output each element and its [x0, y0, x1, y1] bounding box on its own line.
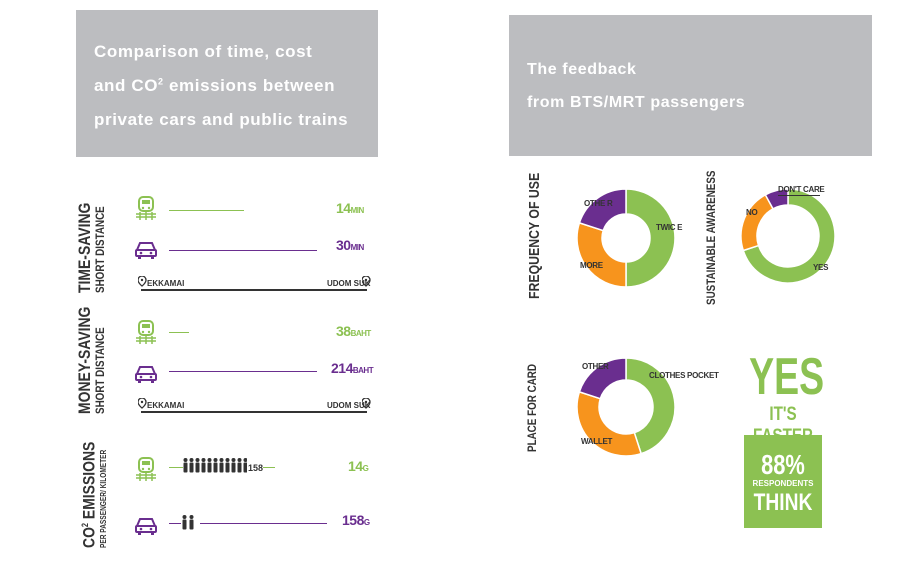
donut-slice-don-t-care [764, 188, 789, 210]
frequency-title: FREQUENCY OF USE [526, 172, 543, 299]
money-saving-label: MONEY-SAVING SHORT DISTANCE [75, 283, 107, 414]
train-icon [136, 196, 157, 221]
frequency-label-more: MORE [580, 261, 603, 270]
feedback-header-line1: The feedback [527, 61, 637, 78]
donut-slice-more [576, 221, 627, 288]
people-icon [183, 458, 247, 473]
donut-slice-no [740, 193, 775, 252]
time-train-bar [169, 210, 244, 211]
car-icon [135, 518, 157, 536]
card-title: PLACE FOR CARD [525, 363, 539, 452]
co2-car-bar-left [169, 523, 181, 524]
frequency-label-other: OTHE R [584, 199, 613, 208]
map-pin-icon [138, 398, 147, 409]
car-icon [135, 242, 157, 260]
awareness-leader-line [778, 195, 820, 196]
percent-value: 88% [761, 449, 805, 480]
card-label-other: OTHER [582, 362, 609, 371]
awareness-title: SUSTAINABLE AWARENESS [704, 170, 718, 305]
co2-label: CO2 EMISSIONS PER PASSENGER/ KILOMETER [76, 418, 109, 548]
donut-slice-other [578, 357, 627, 400]
co2-train-bar-left [169, 467, 183, 468]
frequency-label-twice: TWIC E [656, 223, 683, 232]
donut-slice-yes [742, 188, 836, 284]
yes-text: YES [749, 348, 825, 406]
feedback-header-line2: from BTS/MRT passengers [527, 94, 746, 111]
think-label: THINK [753, 489, 813, 516]
train-icon [136, 457, 157, 482]
donut-slice-othe-r [578, 188, 627, 232]
time-train-value: 14MIN [336, 200, 364, 216]
donut-slice-wallet [576, 390, 643, 457]
two-people-icon [182, 515, 194, 530]
co2-train-value: 14G [348, 458, 369, 474]
comparison-header-line1: Comparison of time, cost [94, 42, 313, 61]
money-train-value: 38BAHT [336, 323, 371, 339]
train-icon [136, 320, 157, 345]
money-to-label: UDOM SUK [327, 401, 371, 410]
money-car-value: 214BAHT [331, 360, 374, 376]
awareness-label-yes: YES [813, 263, 829, 272]
awareness-label-no: NO [746, 208, 758, 217]
map-pin-icon [138, 276, 147, 287]
time-saving-title: TIME-SAVING [75, 202, 94, 293]
comparison-header-line2: and CO2 emissions between [94, 76, 336, 95]
money-from-label: EKKAMAI [147, 401, 185, 410]
co2-car-value: 158G [342, 512, 370, 528]
money-train-bar [169, 332, 189, 333]
awareness-label-dont-care: DON'T CARE [778, 185, 825, 194]
co2-people-count: 158 [248, 463, 264, 473]
map-pin-icon [362, 276, 371, 287]
feedback-header: The feedback from BTS/MRT passengers [509, 15, 872, 156]
co2-car-bar-right [200, 523, 327, 524]
time-saving-subtitle: SHORT DISTANCE [93, 206, 107, 293]
money-route-line [141, 411, 367, 413]
donut-slice-twic-e [625, 188, 676, 288]
time-to-label: UDOM SUK [327, 279, 371, 288]
co2-subtitle: PER PASSENGER/ KILOMETER [98, 449, 108, 548]
frequency-donut [576, 188, 676, 288]
time-car-value: 30MIN [336, 237, 364, 253]
money-saving-title: MONEY-SAVING [75, 306, 94, 414]
time-saving-label: TIME-SAVING SHORT DISTANCE [75, 183, 107, 293]
card-label-clothes: CLOTHES POCKET [649, 371, 719, 380]
time-from-label: EKKAMAI [147, 279, 185, 288]
donut-slice-clothes-pocket [625, 357, 676, 455]
respondents-label: RESPONDENTS [752, 479, 814, 488]
respondents-box: 88% RESPONDENTS THINK [744, 435, 822, 528]
money-saving-subtitle: SHORT DISTANCE [93, 327, 107, 414]
card-donut [576, 357, 676, 457]
comparison-header-line3: private cars and public trains [94, 110, 349, 129]
card-label-wallet: WALLET [581, 437, 613, 446]
comparison-header: Comparison of time, cost and CO2 emissio… [76, 10, 378, 157]
money-car-bar [169, 371, 317, 372]
car-icon [135, 366, 157, 384]
time-car-bar [169, 250, 317, 251]
awareness-donut [740, 188, 836, 284]
co2-train-bar-right [263, 467, 275, 468]
co2-title: CO2 EMISSIONS [79, 441, 99, 548]
map-pin-icon [362, 398, 371, 409]
time-route-line [141, 289, 367, 291]
